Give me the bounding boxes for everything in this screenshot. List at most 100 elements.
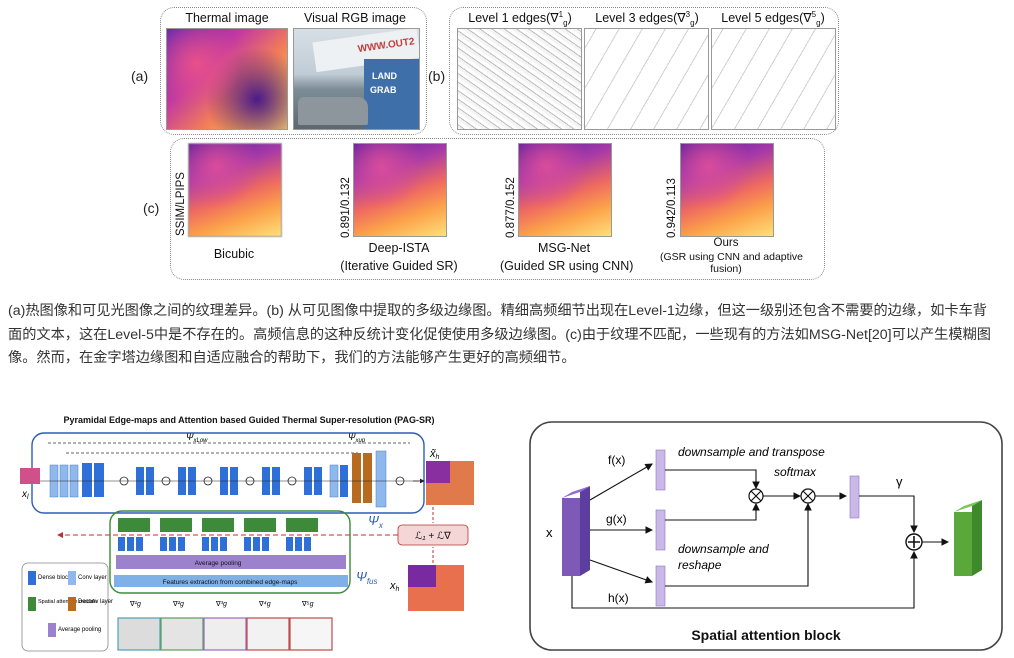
legend-dense-label: Dense block	[38, 575, 72, 581]
thermal-image-caption: Thermal image	[185, 11, 269, 25]
attention-map-slab	[849, 475, 860, 519]
psi-fus-box	[109, 510, 351, 594]
svg-text:∇²g: ∇²g	[172, 601, 184, 608]
panel-a-label: (a)	[131, 68, 149, 84]
edge5-caption: Level 5 edges(∇5g)	[721, 10, 825, 28]
ground-truth-xh-label: xh	[389, 580, 400, 593]
pag-sr-diagram: Pyramidal Edge-maps and Attention based …	[20, 415, 474, 652]
input-x-block-top	[562, 486, 590, 498]
input-xl-label: xl	[21, 489, 29, 501]
msg-net-score: 0.877/0.152	[505, 177, 517, 238]
deep-ista-score: 0.891/0.132	[340, 177, 352, 238]
average-pooling-label: Average pooling	[195, 560, 242, 567]
hx-label: h(x)	[608, 591, 629, 605]
encoder-blocks	[49, 463, 104, 498]
input-x-label: x	[546, 525, 553, 540]
output-block-top	[954, 500, 982, 512]
ours-subcaption-2: fusion)	[710, 263, 742, 275]
ours-caption: Ours	[713, 237, 739, 249]
msg-net-image	[518, 143, 612, 237]
h-branch-arrow	[589, 559, 654, 584]
fusion-dense-blocks	[118, 537, 311, 551]
edge-map-inputs	[117, 617, 333, 651]
rgb-truck-panel: LAND GRAB	[364, 59, 419, 129]
edge3-caption: Level 3 edges(∇3g)	[595, 10, 699, 28]
h-feature-slab	[655, 565, 666, 607]
panel-c-frame	[170, 138, 825, 280]
softmax-label: softmax	[774, 465, 817, 479]
bicubic-caption: Bicubic	[213, 247, 255, 261]
psi-xlow-label: ΨxLow	[186, 432, 208, 444]
rgb-sign-text: WWW.OUT2	[357, 36, 416, 56]
output-block-side	[972, 500, 982, 576]
decoder-blocks	[329, 450, 387, 508]
ground-truth-shade	[408, 565, 436, 587]
output-xh-tilde-label: x̃h	[429, 448, 440, 461]
spatial-attention-frame	[529, 421, 1003, 651]
g-feature-slab	[655, 509, 666, 551]
ours-score: 0.942/0.113	[666, 178, 678, 238]
attn-to-sum-arrow	[859, 495, 918, 534]
msg-net-caption: MSG-Net	[537, 241, 591, 255]
rgb-truck-text2: GRAB	[370, 85, 397, 95]
deep-ista-caption: Deep-ISTA	[368, 241, 430, 255]
edge-map-labels: ∇¹g ∇²g ∇³g ∇⁴g ∇⁵g	[129, 601, 314, 608]
h-to-mult2-arrow	[665, 502, 812, 587]
sum-node-glyph	[908, 536, 920, 548]
panel-b-frame	[449, 7, 839, 135]
legend-conv-swatch	[68, 571, 76, 585]
svg-text:∇⁴g: ∇⁴g	[258, 601, 271, 608]
edge-level3-image	[584, 28, 709, 130]
legend-deconv-label: Deconv layer	[78, 599, 113, 605]
spatial-attention-diagram: x f(x) g(x) h(x) downsample and transpos…	[529, 421, 1003, 651]
average-pooling-bar	[116, 555, 346, 569]
deep-ista-subcaption: (Iterative Guided SR)	[340, 259, 458, 273]
psi-fus-label: Ψfus	[356, 569, 377, 586]
output-thermal-shade	[426, 461, 450, 483]
msg-net-subcaption: (Guided SR using CNN)	[500, 259, 634, 273]
legend-dense-swatch	[28, 571, 36, 585]
svg-text:∇¹g: ∇¹g	[129, 601, 141, 608]
rgb-car	[298, 97, 368, 125]
ours-subcaption-1: (GSR using CNN and adaptive	[660, 251, 803, 263]
rgb-image: WWW.OUT2 LAND GRAB	[293, 28, 420, 130]
bicubic-image	[188, 143, 282, 237]
ours-image	[680, 143, 774, 237]
residual-arrow	[571, 550, 918, 609]
legend-box	[21, 562, 109, 652]
legend-avgpool-swatch	[48, 623, 56, 637]
spatial-attention-title: Spatial attention block	[691, 627, 841, 643]
matmul-node-1-glyph	[750, 490, 762, 502]
rgb-image-caption: Visual RGB image	[304, 11, 406, 25]
input-thermal-lr	[20, 468, 40, 484]
g-to-mult-arrow	[665, 502, 760, 521]
loss-label: ℒ₁ + ℒ∇	[415, 531, 451, 542]
downsample-reshape-label-1: downsample and	[678, 542, 769, 556]
figure-caption: (a)热图像和可见光图像之间的纹理差异。(b) 从可见图像中提取的多级边缘图。精…	[8, 303, 991, 366]
f-feature-slab	[655, 449, 666, 491]
edge-level1-image	[457, 28, 582, 130]
f-branch-arrow	[589, 463, 653, 501]
psi-xup-label: Ψxup	[348, 432, 366, 444]
downsample-reshape-label-2: reshape	[678, 558, 722, 572]
input-x-block	[562, 498, 580, 576]
svg-text:∇⁵g: ∇⁵g	[301, 601, 314, 608]
legend-spatial-swatch	[28, 597, 36, 611]
spatial-attention-modules	[118, 518, 318, 532]
legend-spatial-label: Spatial attention module	[38, 599, 97, 605]
feature-extraction-label: Features extraction from combined edge-m…	[163, 579, 299, 586]
psi-x-label: Ψx	[368, 513, 384, 530]
pag-sr-title: Pyramidal Edge-maps and Attention based …	[63, 415, 434, 425]
f-to-mult-arrow	[665, 469, 760, 490]
thermal-image	[166, 28, 288, 130]
legend-deconv-swatch	[68, 597, 76, 611]
legend-conv-label: Conv layer	[78, 575, 107, 581]
fx-label: f(x)	[608, 453, 625, 467]
output-block	[954, 512, 972, 576]
svg-text:∇³g: ∇³g	[215, 601, 227, 608]
rgb-truck-text1: LAND	[372, 71, 397, 81]
gx-label: g(x)	[606, 512, 627, 526]
edge1-caption: Level 1 edges(∇1g)	[468, 10, 572, 28]
gamma-label: γ	[896, 474, 903, 489]
input-x-block-side	[580, 486, 590, 576]
